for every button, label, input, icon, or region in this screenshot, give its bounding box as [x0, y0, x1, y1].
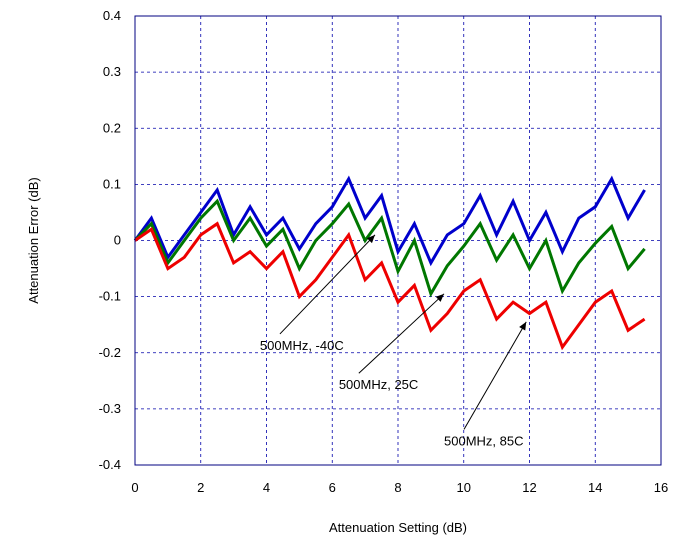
- annotation-arrow: [463, 321, 527, 430]
- x-tick-label: 4: [263, 480, 270, 495]
- series-line-1: [133, 175, 646, 267]
- plot-frame: [134, 15, 662, 466]
- series-line-2: [133, 198, 646, 298]
- series-lines: [133, 175, 646, 351]
- y-tick-label: 0.4: [103, 8, 121, 23]
- x-tick-label: 2: [197, 480, 204, 495]
- annotation-arrowhead: [366, 234, 375, 244]
- grid-lines: [135, 16, 661, 465]
- x-tick-label: 12: [522, 480, 536, 495]
- y-axis-label: Attenuation Error (dB): [26, 177, 41, 303]
- annotation-arrow: [358, 293, 445, 374]
- annotation-label: 500MHz, 25C: [339, 377, 418, 392]
- y-tick-label: 0.1: [103, 176, 121, 191]
- y-tick-label: 0: [114, 233, 121, 248]
- y-tick-label: -0.2: [99, 345, 121, 360]
- annotations: 500MHz, -40C 500MHz, 25C 500MHz, 85C: [260, 234, 527, 448]
- y-tick-label: 0.2: [103, 120, 121, 135]
- x-tick-label: 8: [394, 480, 401, 495]
- y-tick-labels: -0.4 -0.3 -0.2 -0.1 0 0.1 0.2 0.3 0.4: [99, 8, 121, 472]
- x-tick-label: 14: [588, 480, 602, 495]
- y-tick-label: -0.3: [99, 401, 121, 416]
- y-tick-label: -0.4: [99, 457, 121, 472]
- x-tick-label: 0: [131, 480, 138, 495]
- x-tick-label: 10: [457, 480, 471, 495]
- annotation-label: 500MHz, -40C: [260, 338, 344, 353]
- x-tick-labels: 0 2 4 6 8 10 12 14 16: [131, 480, 668, 495]
- x-axis-label: Attenuation Setting (dB): [329, 520, 467, 535]
- annotation-arrow: [279, 234, 376, 335]
- annotation-label: 500MHz, 85C: [444, 433, 523, 448]
- x-tick-label: 16: [654, 480, 668, 495]
- y-tick-label: 0.3: [103, 64, 121, 79]
- series-line-3: [134, 221, 646, 351]
- annotation-arrowhead: [519, 321, 527, 331]
- x-tick-label: 6: [329, 480, 336, 495]
- y-tick-label: -0.1: [99, 289, 121, 304]
- annotation-arrowhead: [435, 293, 445, 302]
